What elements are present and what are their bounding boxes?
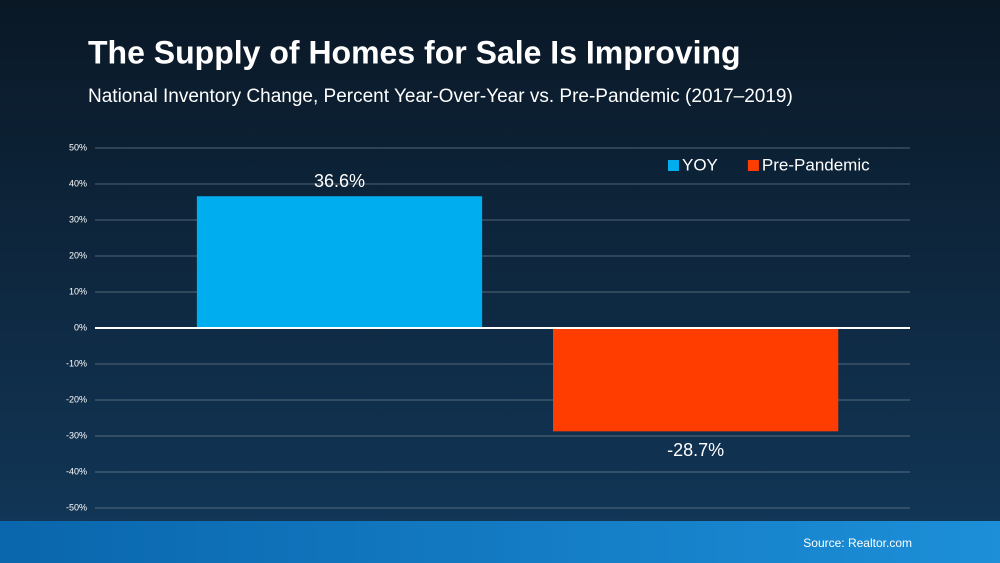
y-tick-label: -50% <box>66 502 87 512</box>
y-tick-label: 40% <box>69 178 87 188</box>
legend-swatch <box>668 160 679 171</box>
legend-swatch <box>747 160 759 171</box>
data-label: 36.6% <box>314 171 365 191</box>
y-tick-label: -20% <box>66 394 87 404</box>
chart-title: The Supply of Homes for Sale Is Improvin… <box>88 34 741 70</box>
legend-label: Pre-Pandemic <box>762 155 870 174</box>
bar <box>553 328 839 432</box>
footer-band <box>0 521 1000 563</box>
plot-area: -50% -40% -30% -20% -10% 0% 10% 20% 30% 40% 50% 36.… <box>66 142 910 512</box>
chart-subtitle: National Inventory Change, Percent Year-… <box>88 86 793 107</box>
y-tick-label: 0% <box>74 322 87 332</box>
source: Source: Realtor.com <box>803 536 912 550</box>
y-tick-label: -40% <box>66 466 87 476</box>
y-tick-label: 30% <box>69 214 87 224</box>
bar <box>196 196 483 328</box>
legend-label: YOY <box>682 155 718 174</box>
y-tick-label: 50% <box>69 142 87 152</box>
y-tick-label: 20% <box>69 250 87 260</box>
y-tick-label: -30% <box>66 430 87 440</box>
y-tick-label: 10% <box>69 286 87 296</box>
data-label: -28.7% <box>667 440 724 460</box>
y-tick-label: -10% <box>66 358 87 368</box>
